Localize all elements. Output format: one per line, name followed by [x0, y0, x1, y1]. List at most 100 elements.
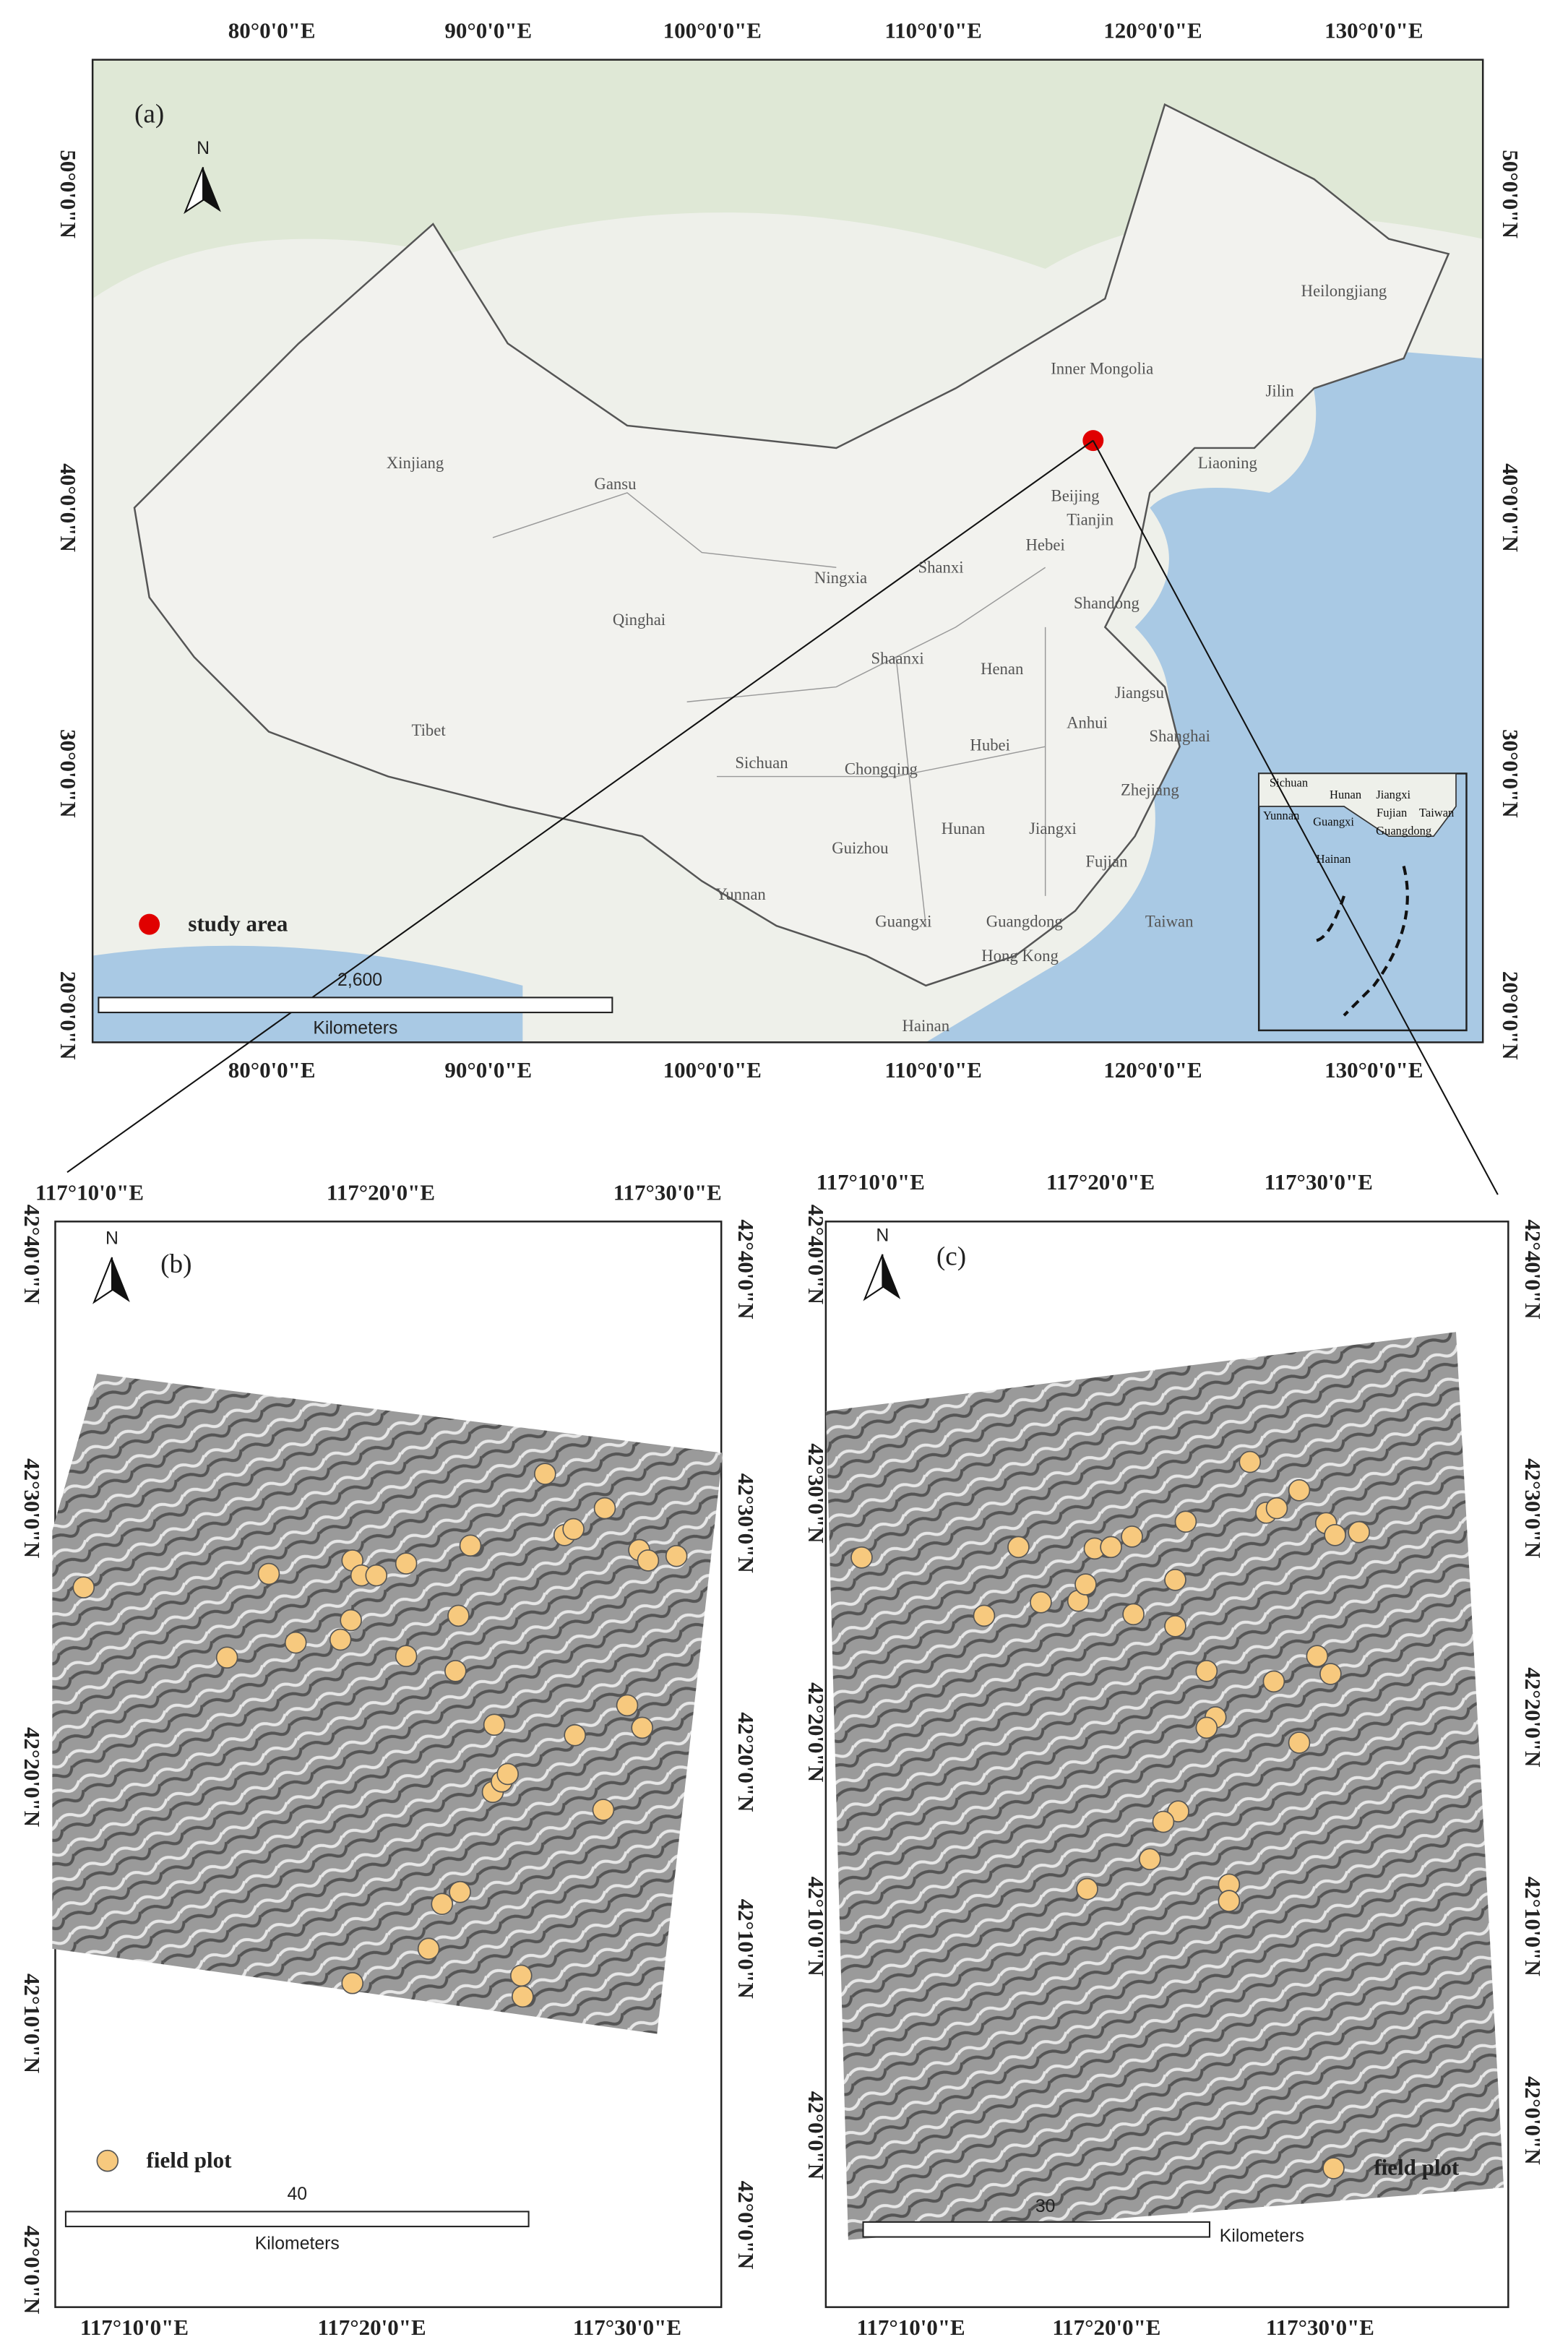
left-tick-label: 42°20'0"N	[20, 1727, 45, 1827]
connector	[66, 439, 1094, 1174]
field-plot	[1121, 1525, 1143, 1548]
scale-unit: Kilometers	[313, 1018, 397, 1038]
field-plot	[341, 1971, 364, 1994]
region-label: Zhejiang	[1121, 780, 1179, 799]
field-plot	[1074, 1573, 1097, 1596]
region-label: Beijing	[1051, 486, 1100, 504]
base-map	[92, 59, 1483, 1043]
north-arrow	[882, 1254, 901, 1299]
field-plot	[1319, 1663, 1342, 1685]
right-tick-label: 40°0'0"N	[1498, 463, 1523, 552]
panel-label: (c)	[936, 1242, 966, 1272]
legend-marker	[139, 913, 160, 935]
left-tick-label: 42°0'0"N	[20, 2226, 45, 2315]
left-tick-label: 50°0'0"N	[56, 150, 81, 238]
left-tick-label: 42°40'0"N	[20, 1205, 45, 1304]
field-plot	[1306, 1645, 1329, 1667]
scale-value: 30	[1035, 2197, 1056, 2216]
right-tick-label: 42°30'0"N	[733, 1473, 759, 1573]
field-plot	[592, 1799, 615, 1821]
scale-bar	[862, 2221, 1211, 2238]
field-plot	[340, 1609, 362, 1632]
region-label: Anhui	[1067, 713, 1108, 731]
region-label: Guizhou	[832, 839, 888, 857]
inset-label: Taiwan	[1419, 806, 1455, 819]
region-label: Jiangsu	[1115, 684, 1164, 702]
bottom-tick-label: 130°0'0"E	[1324, 1057, 1423, 1083]
left-tick-label: 42°30'0"N	[804, 1443, 829, 1543]
legend-label: study area	[188, 911, 288, 936]
region-label: Guangdong	[986, 912, 1063, 930]
right-tick-label: 42°40'0"N	[733, 1219, 759, 1319]
field-plot	[1322, 2157, 1345, 2179]
inset-label: Guangxi	[1313, 814, 1354, 828]
region-label: Hebei	[1026, 536, 1065, 554]
scale-value: 2,600	[337, 970, 382, 990]
field-plot	[1218, 1890, 1241, 1912]
inset-label: Hunan	[1330, 788, 1362, 801]
region-label: Sichuan	[735, 754, 788, 772]
field-plot	[459, 1534, 482, 1557]
left-tick-label: 40°0'0"N	[56, 463, 81, 552]
scale-value: 40	[287, 2185, 307, 2204]
left-tick-label: 42°0'0"N	[804, 2091, 829, 2180]
bottom-tick-label: 120°0'0"E	[1103, 1057, 1202, 1083]
top-tick-label: 117°20'0"E	[1046, 1169, 1155, 1195]
inset-label: Yunnan	[1263, 809, 1300, 822]
field-plot	[665, 1544, 688, 1567]
region-label: Taiwan	[1145, 912, 1194, 930]
field-plot	[496, 1763, 519, 1786]
region-label: Jilin	[1266, 382, 1295, 400]
left-tick-label: 42°10'0"N	[804, 1877, 829, 1976]
region-label: Inner Mongolia	[1051, 360, 1153, 378]
bottom-tick-label: 117°30'0"E	[1266, 2315, 1374, 2337]
map-frame	[91, 59, 1484, 1043]
north-arrow	[184, 167, 204, 215]
field-plot	[534, 1463, 556, 1485]
inset-label: Hainan	[1317, 852, 1351, 866]
region-label: Yunnan	[715, 885, 766, 903]
region-label: Hong Kong	[981, 947, 1059, 965]
region-label: Fujian	[1085, 853, 1128, 871]
bottom-tick-label: 90°0'0"E	[444, 1057, 532, 1083]
north-arrow	[112, 1257, 130, 1302]
region-label: Hunan	[942, 819, 986, 838]
field-plot	[564, 1723, 586, 1747]
region-label: Shanghai	[1149, 727, 1210, 745]
left-tick-label: 42°30'0"N	[20, 1458, 45, 1558]
left-tick-label: 30°0'0"N	[56, 729, 81, 818]
field-plot	[850, 1546, 873, 1569]
field-plot	[444, 1660, 467, 1682]
region-label: Henan	[981, 660, 1024, 678]
right-tick-label: 42°20'0"N	[733, 1712, 759, 1812]
panel-label: (a)	[134, 100, 164, 129]
top-tick-label: 100°0'0"E	[663, 18, 762, 43]
field-plot	[1174, 1510, 1197, 1533]
field-plot	[1324, 1524, 1346, 1546]
field-plot	[284, 1631, 307, 1654]
bottom-tick-label: 117°10'0"E	[857, 2315, 965, 2337]
bottom-tick-label: 80°0'0"E	[228, 1057, 316, 1083]
top-tick-label: 117°10'0"E	[817, 1169, 925, 1195]
field-plot	[1139, 1848, 1161, 1871]
field-plot	[1100, 1536, 1122, 1559]
region-label: Tibet	[412, 721, 447, 739]
panel-label: (b)	[160, 1249, 191, 1279]
field-plot	[1288, 1731, 1311, 1754]
inset-label: Sichuan	[1270, 776, 1309, 790]
scale-unit: Kilometers	[255, 2234, 340, 2253]
right-tick-label: 42°0'0"N	[1520, 2076, 1546, 2165]
top-tick-label: 117°30'0"E	[1265, 1169, 1373, 1195]
connector	[1092, 440, 1499, 1195]
field-plot	[395, 1552, 418, 1575]
region-label: Heilongjiang	[1301, 282, 1387, 300]
sar-image	[825, 1332, 1504, 2240]
field-plot	[329, 1628, 352, 1651]
right-tick-label: 42°10'0"N	[733, 1899, 759, 1999]
region-label: Shandong	[1074, 594, 1140, 612]
region-label: Ningxia	[814, 569, 867, 587]
field-plot	[431, 1893, 454, 1916]
region-label: Shanxi	[918, 559, 963, 577]
field-plot	[1164, 1615, 1186, 1637]
